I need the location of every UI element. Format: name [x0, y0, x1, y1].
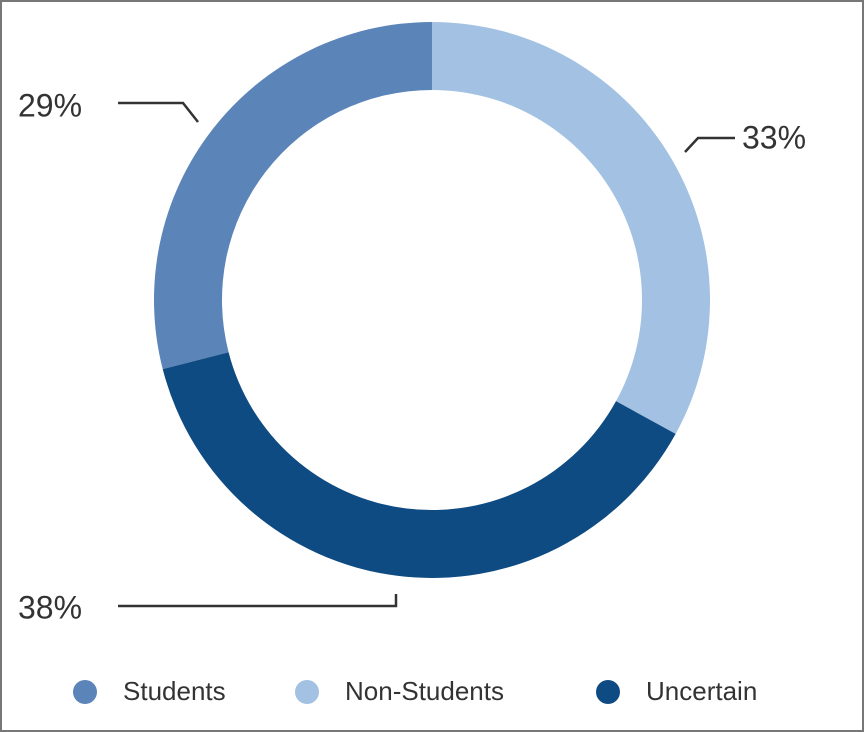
- legend-marker: [596, 680, 620, 704]
- legend-label: Students: [123, 676, 226, 706]
- leader-line: [118, 101, 199, 123]
- data-label: 33%: [742, 119, 806, 155]
- data-label: 38%: [18, 589, 82, 625]
- leader-line: [684, 136, 735, 153]
- legend-marker: [73, 680, 97, 704]
- legend-marker: [295, 680, 319, 704]
- donut-slice: [154, 22, 432, 370]
- legend-label: Uncertain: [646, 676, 757, 706]
- donut-slice: [162, 352, 676, 579]
- donut-slice: [432, 22, 711, 434]
- legend-label: Non-Students: [345, 676, 504, 706]
- leader-line: [118, 594, 398, 608]
- data-label: 29%: [18, 87, 82, 123]
